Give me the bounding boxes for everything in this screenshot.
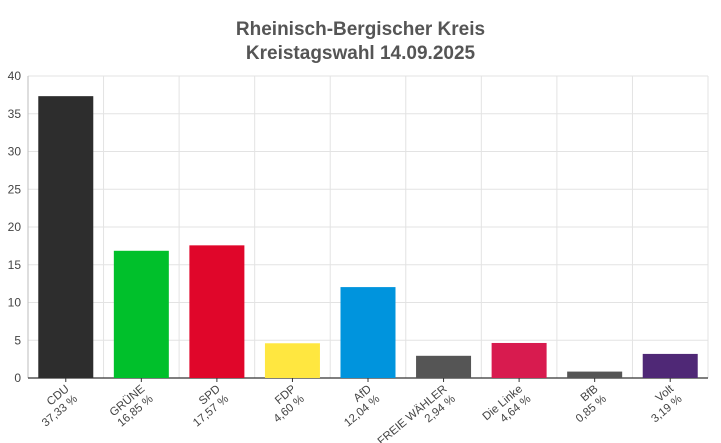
y-tick-label: 40	[8, 69, 22, 83]
y-tick-label: 0	[14, 371, 21, 385]
y-tick-label: 5	[14, 333, 21, 347]
y-tick-label: 35	[8, 107, 22, 121]
bar-bfb	[567, 371, 623, 378]
y-tick-label: 10	[8, 296, 22, 310]
bar-volt	[642, 353, 698, 378]
chart-title: Rheinisch-Bergischer Kreis	[235, 19, 486, 40]
y-tick-label: 30	[8, 145, 22, 159]
y-tick-label: 15	[8, 258, 22, 272]
bar-spd	[189, 245, 245, 378]
y-tick-label: 25	[8, 182, 22, 196]
bar-cdu	[38, 96, 94, 378]
bar-die-linke	[491, 342, 547, 378]
bar-afd	[340, 287, 396, 378]
bar-gr-ne	[113, 250, 169, 378]
y-tick-label: 20	[8, 220, 22, 234]
bar-freie-w-hler	[416, 355, 472, 378]
chart-subtitle: Kreistagswahl 14.09.2025	[245, 43, 476, 64]
bar-fdp	[264, 343, 320, 378]
